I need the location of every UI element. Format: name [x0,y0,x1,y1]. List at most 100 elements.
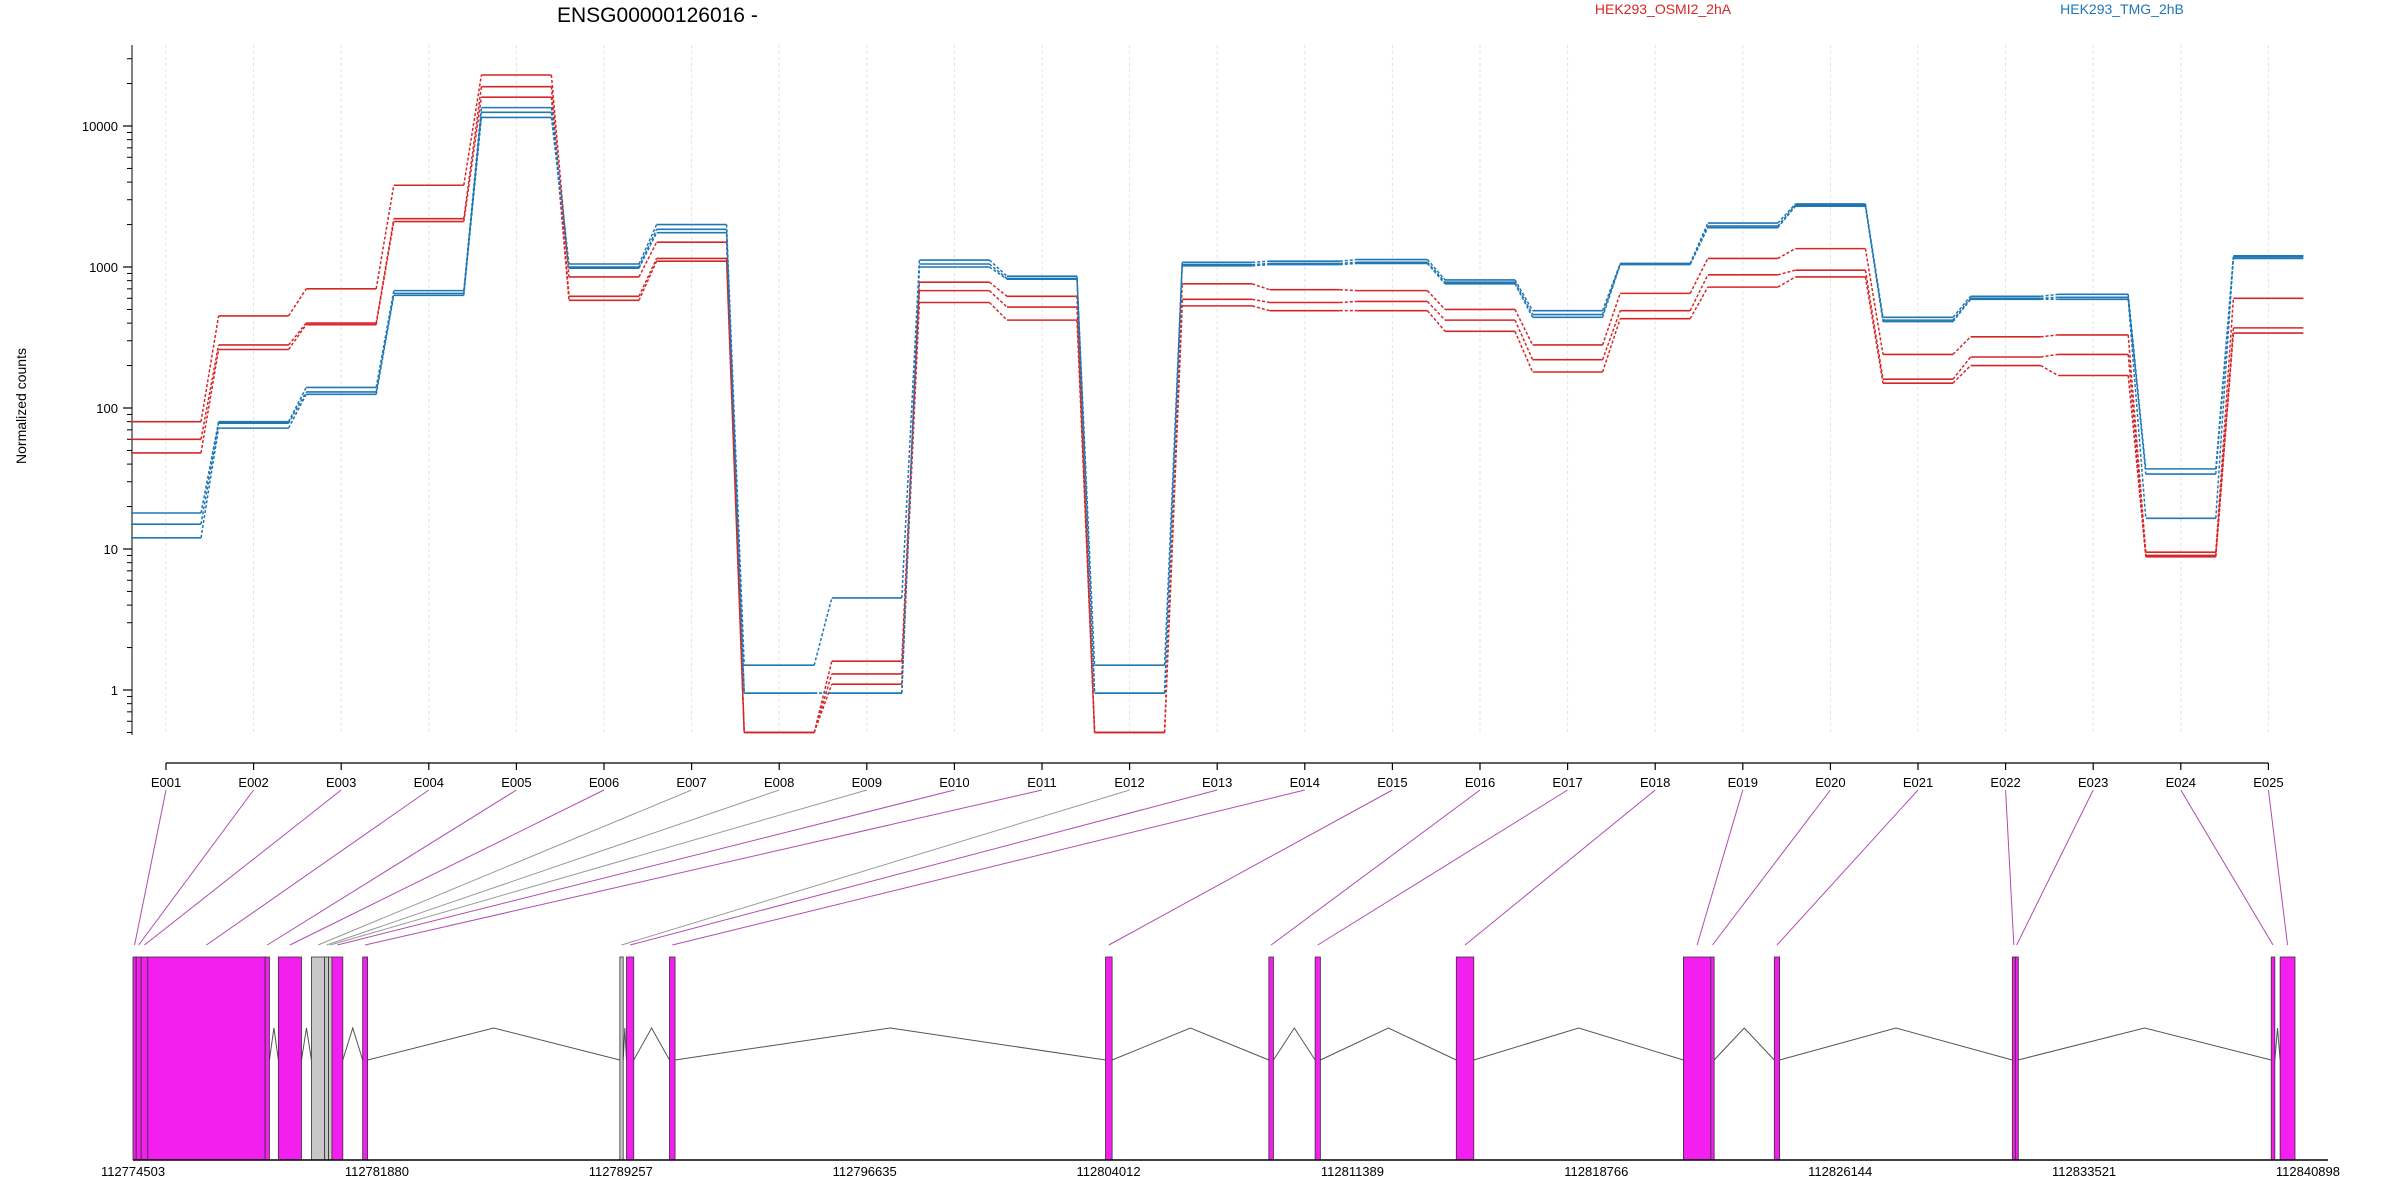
connector-segment [1339,258,1358,262]
connector-segment [1251,283,1271,291]
x-tick-label-E004: E004 [414,775,444,790]
connector-segment [200,421,220,514]
connector-E021 [1776,789,1919,946]
connector-segment [1601,318,1621,373]
genomic-tick-label: 112804012 [1077,1164,1141,1179]
genomic-tick-label: 112833521 [2052,1164,2116,1179]
connector-segment [1952,297,1972,321]
connector-segment [1252,298,1270,304]
exon-E004 [147,956,266,1161]
x-tick-label-E020: E020 [1815,775,1845,790]
connector-E023 [2016,789,2094,946]
exon-E007 [311,956,326,1161]
connector-E017 [1317,789,1568,946]
intron [268,1027,279,1061]
connector-segment [375,218,395,324]
genomic-tick-label: 112789257 [589,1164,653,1179]
intron [2017,1027,2272,1061]
x-tick-label-E010: E010 [939,775,969,790]
connector-segment [200,427,220,538]
exon-E009 [328,956,333,1161]
connector-segment [1689,227,1709,265]
connector-E013 [629,789,1218,946]
connector-segment [1864,206,1884,322]
x-tick-label-E006: E006 [589,775,619,790]
connector-segment [1514,283,1534,318]
connector-segment [2127,354,2147,556]
x-tick-label-E012: E012 [1114,775,1144,790]
connector-segment [638,232,658,269]
connector-segment [550,117,570,269]
connector-segment [1339,261,1358,265]
connector-segment [2215,258,2235,475]
connector-segment [1252,263,1270,267]
legend: HEK293_OSMI2_2hA HEK293_TMG_2hB [1595,1,2184,17]
intron [1713,1027,1775,1061]
connector-segment [1252,262,1270,266]
connector-E024 [2180,789,2274,946]
connector-segment [1426,261,1446,283]
exon-E019 [1683,956,1712,1161]
connector-segment [375,185,395,289]
intron [367,1027,620,1061]
exon-E010 [331,956,344,1161]
connector-E010 [337,789,955,946]
connector-E014 [672,789,1305,946]
connector-segment [1601,293,1621,346]
genomic-tick-label: 112781880 [345,1164,409,1179]
exon-E003 [140,956,149,1161]
connector-segment [375,290,395,388]
grid-lines [165,45,2269,735]
x-tick-label-E025: E025 [2253,775,2283,790]
series-6 [131,116,2304,694]
connector-segment [1426,310,1446,332]
connector-segment [1163,305,1183,733]
genomic-tick-label: 112774503 [101,1164,165,1179]
connector-segment [287,391,307,424]
intron [1779,1027,2013,1061]
connector-E003 [144,789,342,946]
connector-segment [1426,262,1446,285]
exon-E011 [362,956,369,1161]
connector-segment [1777,203,1796,224]
intron [342,1026,364,1061]
exon-E015 [1105,956,1113,1161]
connector-segment [1252,260,1270,264]
connector-E011 [365,789,1043,946]
connector-segment [901,260,921,598]
connector-segment [1689,286,1709,320]
chart-title: ENSG00000126016 - [557,4,758,27]
exon-E008 [324,956,330,1161]
connector-segment [550,74,570,278]
legend-entry-2: HEK293_TMG_2hB [2060,1,2184,17]
connector-E008 [326,789,780,946]
y-axis: 1 10 100 1000 10000 [82,45,133,735]
connector-segment [1864,276,1884,384]
x-tick-label-E005: E005 [501,775,531,790]
x-tick-label-E017: E017 [1552,775,1582,790]
legend-entry-1: HEK293_OSMI2_2hA [1595,1,1732,17]
connector-segment [287,393,307,429]
connector-segment [1252,305,1270,312]
x-tick-label-E019: E019 [1728,775,1758,790]
connector-segment [1777,247,1796,260]
connector-segment [813,597,833,666]
connector-segment [2127,299,2147,519]
connector-segment [725,232,745,694]
connector-segment [1426,300,1446,321]
connector-segment [2215,256,2235,519]
y-tick-label: 100 [96,401,118,416]
connector-segment [2127,294,2147,469]
intron [1473,1027,1684,1061]
intron [622,1027,627,1061]
connector-E006 [289,789,605,946]
x-tick-label-E007: E007 [676,775,706,790]
connector-segment [2040,296,2059,300]
connector-E018 [1464,789,1656,946]
connector-segment [1777,269,1796,276]
connector-segment [1163,262,1183,666]
connector-segment [200,344,220,440]
exon-E006 [277,956,302,1161]
connector-segment [200,349,220,454]
connector-segment [1864,248,1884,355]
